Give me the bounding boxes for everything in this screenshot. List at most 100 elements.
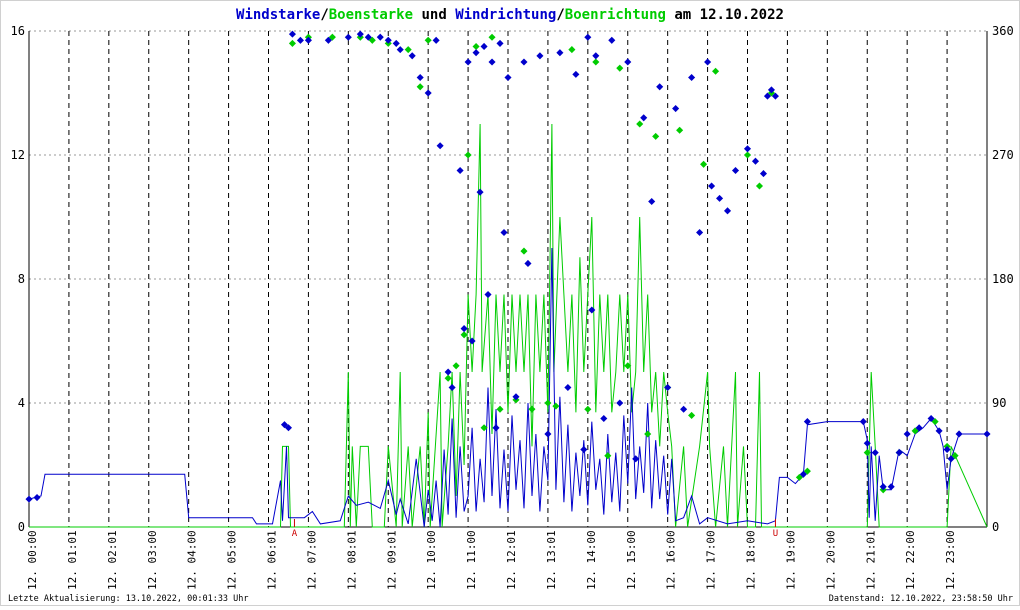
gust-direction-point	[592, 58, 600, 66]
left-tick-label: 0	[18, 520, 25, 534]
wind-direction-point	[879, 483, 887, 491]
x-tick-label: 12. 15:00	[625, 530, 638, 590]
right-tick-label: 270	[992, 148, 1014, 162]
gust-direction-point	[604, 452, 612, 460]
gust-direction-point	[700, 160, 708, 168]
wind-direction-point	[444, 368, 452, 376]
x-tick-label: 12. 12:01	[505, 530, 518, 590]
left-tick-label: 12	[11, 148, 25, 162]
wind-direction-point	[592, 52, 600, 60]
wind-direction-point	[608, 36, 616, 44]
gust-direction-point	[496, 405, 504, 413]
gust-direction-point	[404, 46, 412, 54]
wind-direction-point	[460, 325, 468, 333]
wind-direction-point	[859, 418, 867, 426]
wind-direction-point	[640, 114, 648, 122]
wind-direction-point	[468, 337, 476, 345]
gust-direction-point	[464, 151, 472, 159]
gust-direction-point	[676, 126, 684, 134]
wind-direction-point	[799, 470, 807, 478]
wind-direction-point	[572, 70, 580, 78]
title-part-4: Windrichtung	[455, 7, 556, 23]
gust-direction-point	[472, 42, 480, 51]
wind-direction-point	[564, 383, 572, 392]
gust-direction-point	[416, 83, 424, 91]
wind-direction-point	[903, 430, 911, 438]
gust-direction-point	[368, 36, 376, 44]
wind-direction-point	[512, 393, 520, 401]
x-tick-label: 12. 13:01	[545, 530, 558, 590]
x-tick-label: 12. 00:00	[26, 530, 39, 590]
wind-direction-point	[464, 58, 472, 66]
gust-direction-point	[552, 402, 560, 410]
wind-direction-point	[763, 92, 772, 100]
wind-direction-point	[943, 445, 951, 454]
wind-direction-layer	[25, 30, 991, 503]
x-tick-label: 12. 01:01	[66, 530, 79, 590]
gust-direction-point	[444, 374, 452, 382]
x-tick-label: 12. 05:00	[226, 530, 239, 590]
x-tick-label: 12. 07:00	[305, 530, 318, 590]
marker-label: U	[773, 529, 778, 539]
wind-direction-point	[871, 449, 879, 457]
title-part-0: Windstarke	[236, 7, 320, 23]
wind-direction-point	[983, 430, 991, 438]
x-tick-label: 12. 17:00	[705, 530, 718, 590]
gust-direction-point	[803, 467, 811, 475]
x-tick-label: 12. 22:00	[904, 530, 917, 590]
wind-direction-point	[688, 73, 696, 82]
chart-title: Windstarke/Boenstarke und Windrichtung/B…	[236, 7, 784, 23]
wind-direction-point	[520, 58, 528, 66]
wind-direction-point	[424, 89, 432, 97]
wind-direction-point	[731, 166, 740, 175]
gust-direction-point	[755, 182, 764, 190]
wind-direction-point	[955, 430, 963, 438]
x-tick-label: 12. 02:01	[106, 530, 119, 590]
x-tick-label: 12. 10:00	[425, 530, 438, 590]
wind-direction-point	[751, 157, 760, 165]
right-tick-label: 90	[992, 396, 1006, 410]
left-tick-label: 16	[11, 24, 25, 38]
wind-direction-point	[716, 194, 724, 202]
wind-direction-point	[767, 86, 776, 94]
wind-direction-point	[480, 42, 488, 51]
gust-direction-point	[931, 418, 939, 426]
wind-speed-line	[28, 247, 987, 528]
wind-direction-point	[484, 290, 492, 299]
wind-direction-point	[696, 228, 704, 237]
gust-speed-line	[29, 123, 988, 528]
wind-direction-point	[496, 39, 504, 47]
wind-direction-point	[324, 36, 332, 44]
gust-direction-point	[688, 411, 696, 419]
gust-direction-point	[452, 362, 460, 370]
gust-direction-point	[424, 36, 432, 44]
title-part-2: Boenstarke	[329, 7, 413, 23]
wind-direction-point	[392, 39, 400, 47]
right-tick-label: 180	[992, 272, 1014, 286]
wind-direction-point	[580, 445, 588, 454]
gust-direction-point	[616, 64, 624, 72]
wind-direction-point	[927, 414, 935, 423]
x-tick-label: 12. 18:00	[745, 530, 758, 590]
footer-data-status: Datenstand: 12.10.2022, 23:58:50 Uhr	[829, 594, 1013, 604]
wind-direction-point	[584, 33, 592, 41]
x-tick-label: 12. 11:00	[465, 530, 478, 590]
wind-direction-point	[476, 188, 484, 196]
wind-direction-point	[436, 142, 444, 150]
wind-direction-point	[648, 197, 656, 206]
wind-direction-point	[887, 483, 895, 491]
wind-direction-point	[356, 30, 364, 38]
wind-direction-point	[408, 52, 416, 60]
wind-direction-point	[33, 494, 41, 502]
wind-direction-point	[25, 495, 33, 503]
wind-direction-point	[704, 58, 712, 66]
wind-direction-point	[544, 430, 552, 438]
wind-direction-point	[416, 73, 424, 82]
wind-direction-point	[743, 145, 752, 153]
gust-direction-point	[624, 362, 632, 370]
marker-label: A	[292, 529, 298, 539]
gust-direction-point	[636, 120, 644, 128]
x-tick-label: 12. 19:00	[784, 530, 797, 590]
title-part-5: /	[556, 7, 564, 23]
